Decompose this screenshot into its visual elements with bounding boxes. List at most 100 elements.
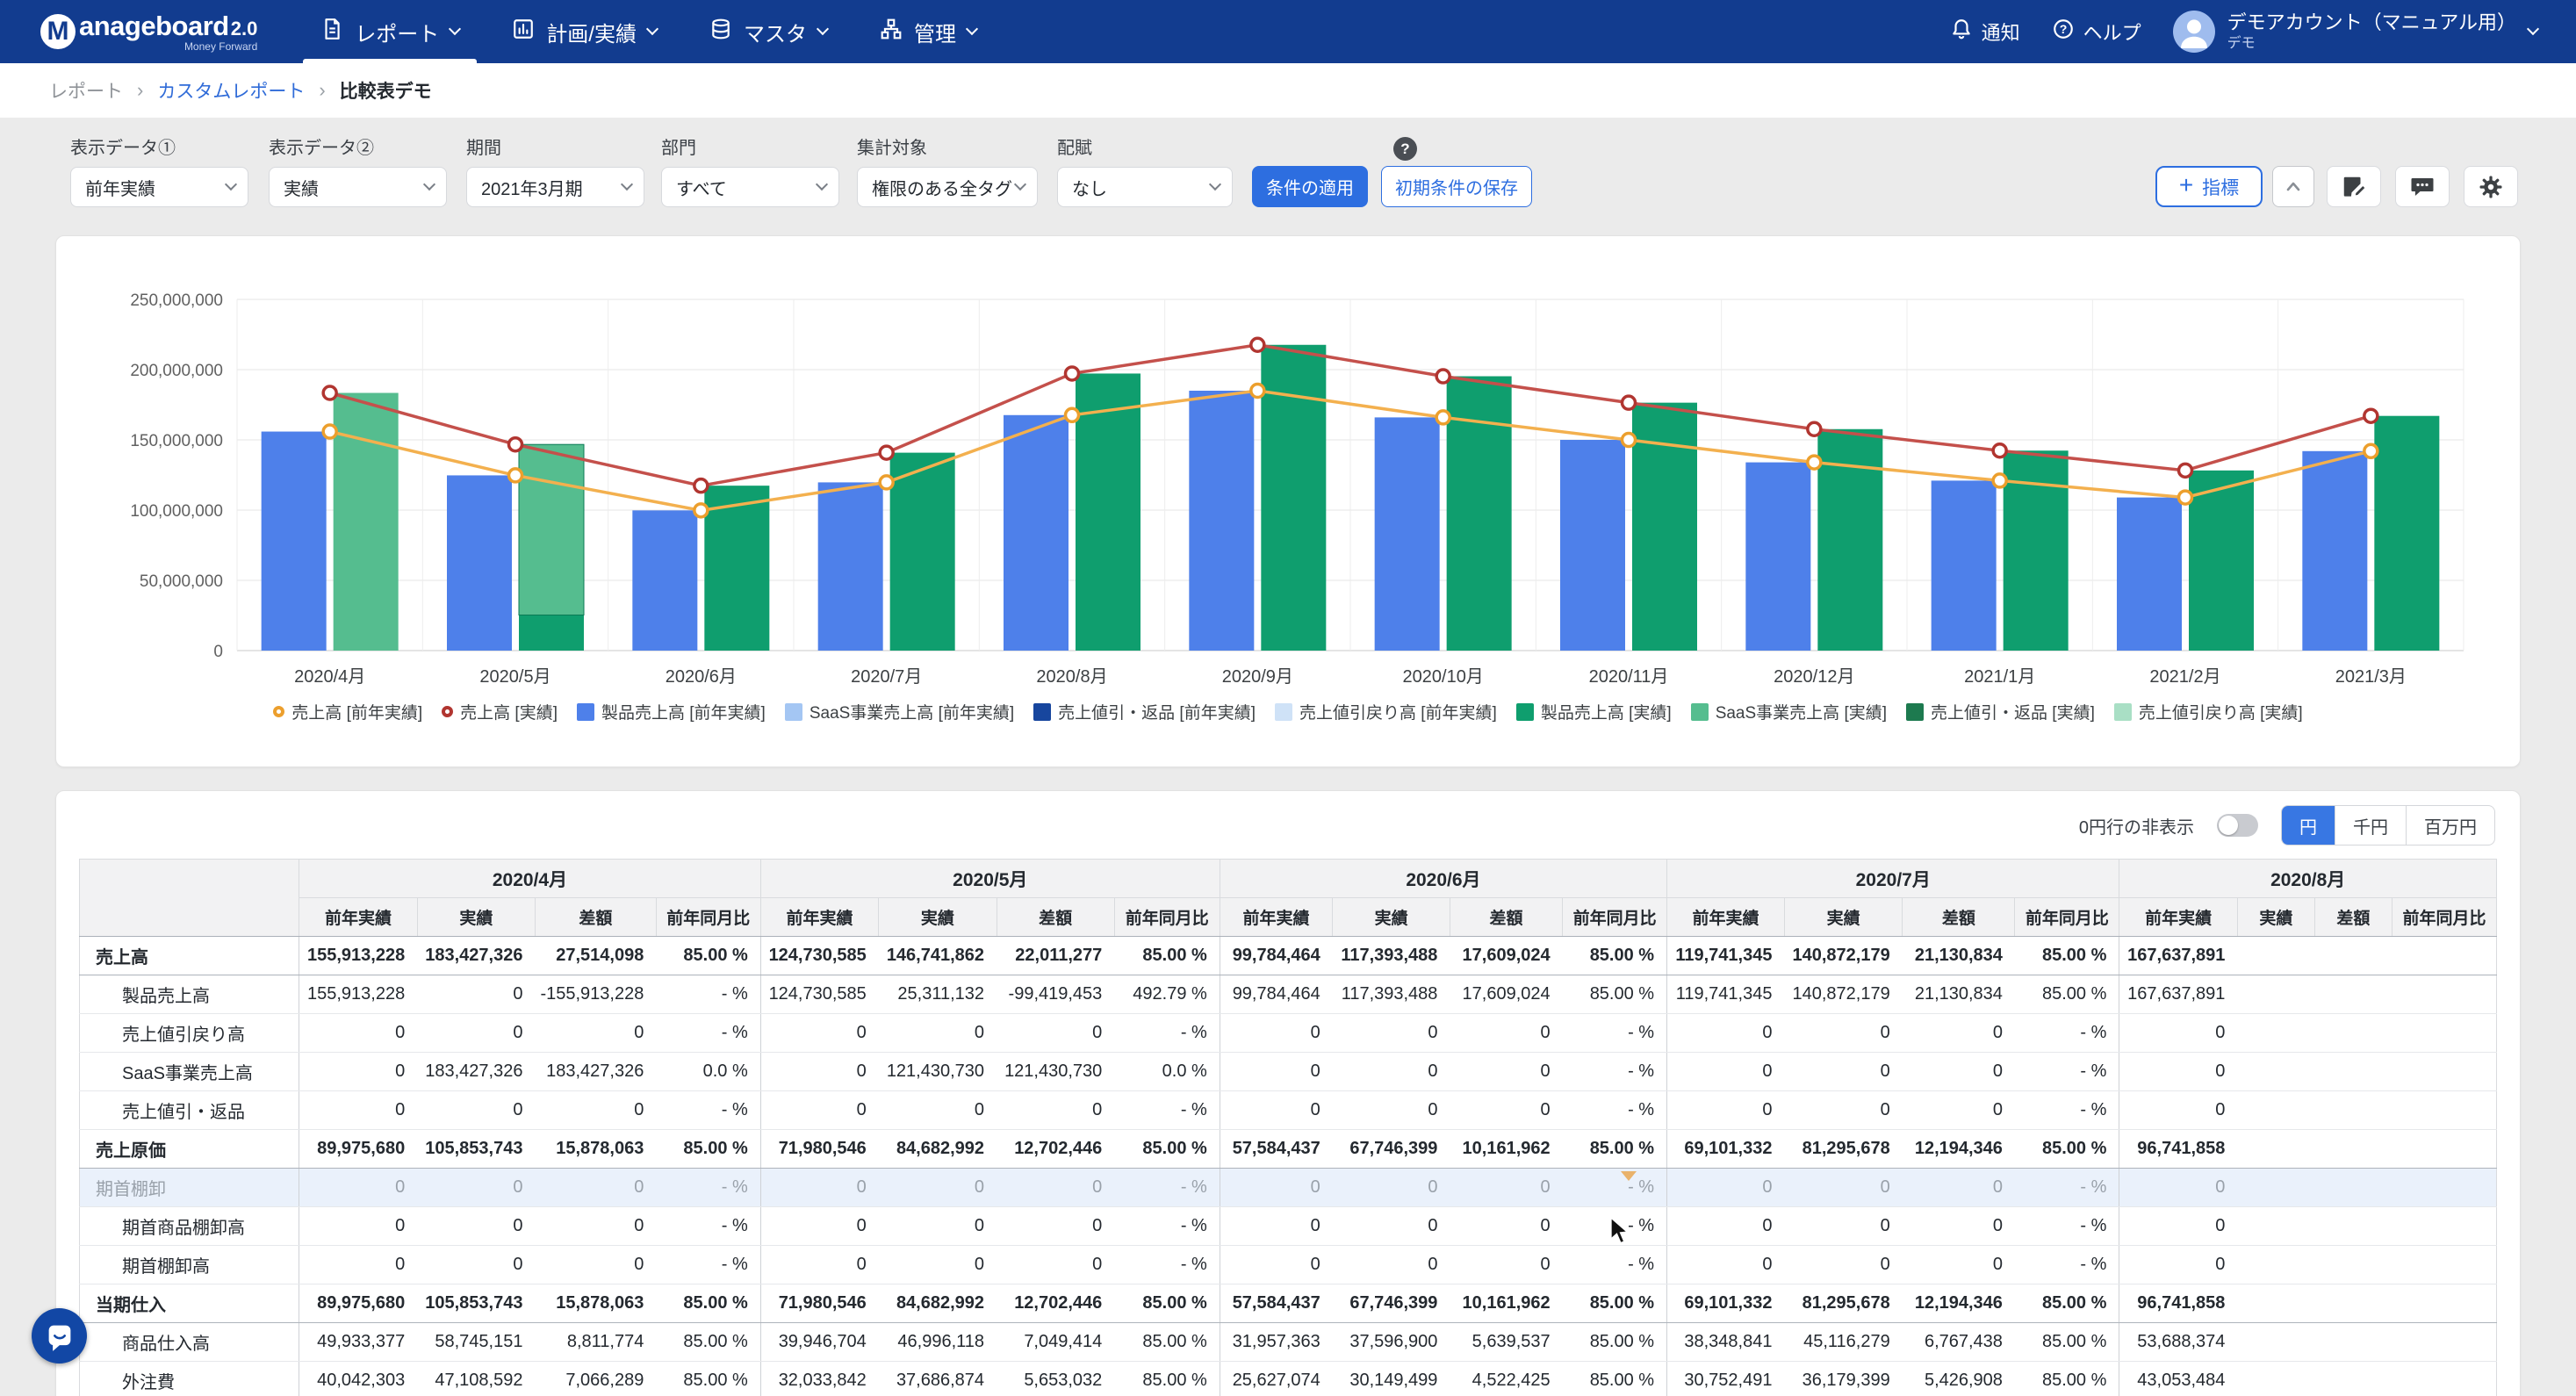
- cell[interactable]: 57,584,437: [1220, 1284, 1332, 1323]
- cell[interactable]: 25,627,074: [1220, 1362, 1332, 1396]
- cell[interactable]: 46,996,118: [879, 1323, 997, 1362]
- cell[interactable]: 45,116,279: [1784, 1323, 1902, 1362]
- cell[interactable]: 0.0 %: [1114, 1053, 1220, 1091]
- cell[interactable]: 105,853,743: [417, 1284, 535, 1323]
- cell[interactable]: [2392, 1362, 2496, 1396]
- bar-segment[interactable]: [262, 432, 327, 651]
- cell[interactable]: 85.00 %: [656, 937, 760, 975]
- line-marker[interactable]: [1623, 396, 1636, 409]
- bar-segment[interactable]: [447, 475, 512, 651]
- cell[interactable]: - %: [2015, 1169, 2119, 1207]
- cell[interactable]: 85.00 %: [1114, 937, 1220, 975]
- cell[interactable]: [2392, 1323, 2496, 1362]
- line-marker[interactable]: [2364, 409, 2378, 422]
- cell[interactable]: [2314, 1207, 2392, 1246]
- filter-select[interactable]: 前年実績: [70, 167, 248, 207]
- cell[interactable]: 17,609,024: [1450, 975, 1562, 1014]
- line-marker[interactable]: [694, 479, 708, 493]
- cell[interactable]: - %: [1563, 1053, 1667, 1091]
- cell[interactable]: 0: [535, 1091, 656, 1130]
- cell[interactable]: 4,522,425: [1450, 1362, 1562, 1396]
- cell[interactable]: - %: [656, 1207, 760, 1246]
- cell[interactable]: 25,311,132: [879, 975, 997, 1014]
- line-marker[interactable]: [323, 386, 336, 399]
- cell[interactable]: 0: [1667, 1014, 1785, 1053]
- cell[interactable]: 0: [1450, 1014, 1562, 1053]
- cell[interactable]: - %: [656, 1014, 760, 1053]
- cell[interactable]: 84,682,992: [879, 1130, 997, 1169]
- cell[interactable]: 0: [1220, 1091, 1332, 1130]
- cell[interactable]: 85.00 %: [656, 1130, 760, 1169]
- cell[interactable]: 37,686,874: [879, 1362, 997, 1396]
- row-label[interactable]: 期首商品棚卸高: [80, 1207, 299, 1246]
- cell[interactable]: 0: [879, 1091, 997, 1130]
- cell[interactable]: [2237, 1169, 2314, 1207]
- cell[interactable]: 105,853,743: [417, 1130, 535, 1169]
- cell[interactable]: 69,101,332: [1667, 1284, 1785, 1323]
- cell[interactable]: 38,348,841: [1667, 1323, 1785, 1362]
- cell[interactable]: [2392, 975, 2496, 1014]
- bar-segment[interactable]: [818, 482, 883, 651]
- legend-item-7[interactable]: SaaS事業売上高 [実績]: [1691, 700, 1887, 723]
- cell[interactable]: [2314, 1362, 2392, 1396]
- cell[interactable]: 0: [1450, 1053, 1562, 1091]
- cell[interactable]: - %: [656, 975, 760, 1014]
- cell[interactable]: [2237, 1014, 2314, 1053]
- cell[interactable]: 10,161,962: [1450, 1130, 1562, 1169]
- cell[interactable]: 0: [417, 975, 535, 1014]
- cell[interactable]: 0: [299, 1169, 418, 1207]
- line-marker[interactable]: [1993, 474, 2006, 487]
- cell[interactable]: [2392, 937, 2496, 975]
- cell[interactable]: 85.00 %: [1563, 975, 1667, 1014]
- help-button[interactable]: ? ヘルプ: [2052, 18, 2141, 46]
- bar-segment[interactable]: [632, 510, 697, 651]
- cell[interactable]: - %: [1563, 1014, 1667, 1053]
- cell[interactable]: 84,682,992: [879, 1284, 997, 1323]
- row-label[interactable]: 当期仕入: [80, 1284, 299, 1323]
- cell[interactable]: 67,746,399: [1333, 1130, 1450, 1169]
- cell[interactable]: 21,130,834: [1903, 975, 2015, 1014]
- cell[interactable]: 96,741,858: [2119, 1284, 2238, 1323]
- line-marker[interactable]: [880, 476, 893, 489]
- cell[interactable]: 10,161,962: [1450, 1284, 1562, 1323]
- cell[interactable]: 85.00 %: [656, 1362, 760, 1396]
- cell[interactable]: 85.00 %: [1114, 1284, 1220, 1323]
- line-marker[interactable]: [1623, 434, 1636, 447]
- row-label[interactable]: 外注費: [80, 1362, 299, 1396]
- cell[interactable]: 0: [2119, 1053, 2238, 1091]
- cell[interactable]: 0: [2119, 1169, 2238, 1207]
- cell[interactable]: 85.00 %: [2015, 1130, 2119, 1169]
- bar-segment[interactable]: [334, 393, 399, 651]
- line-marker[interactable]: [880, 446, 893, 459]
- cell[interactable]: 0: [1667, 1207, 1785, 1246]
- bar-segment[interactable]: [890, 453, 955, 651]
- nav-item-0[interactable]: レポート: [294, 0, 486, 63]
- cell[interactable]: 0: [997, 1014, 1114, 1053]
- cell[interactable]: 0: [2119, 1207, 2238, 1246]
- cell[interactable]: 0: [1333, 1207, 1450, 1246]
- row-label[interactable]: 売上値引・返品: [80, 1091, 299, 1130]
- cell[interactable]: 12,194,346: [1903, 1284, 2015, 1323]
- cell[interactable]: 71,980,546: [760, 1284, 879, 1323]
- filter-select[interactable]: すべて: [661, 167, 839, 207]
- cell[interactable]: 85.00 %: [1563, 1323, 1667, 1362]
- cell[interactable]: 0: [535, 1246, 656, 1284]
- cell[interactable]: [2392, 1207, 2496, 1246]
- cell[interactable]: 492.79 %: [1114, 975, 1220, 1014]
- cell[interactable]: 0: [997, 1169, 1114, 1207]
- cell[interactable]: 0: [1333, 1091, 1450, 1130]
- cell[interactable]: 49,933,377: [299, 1323, 418, 1362]
- cell[interactable]: [2392, 1091, 2496, 1130]
- cell[interactable]: 140,872,179: [1784, 975, 1902, 1014]
- row-label[interactable]: 売上原価: [80, 1130, 299, 1169]
- cell[interactable]: 0: [879, 1246, 997, 1284]
- cell[interactable]: 0: [1903, 1169, 2015, 1207]
- cell[interactable]: 5,639,537: [1450, 1323, 1562, 1362]
- cell[interactable]: 0: [535, 1207, 656, 1246]
- cell[interactable]: 85.00 %: [656, 1323, 760, 1362]
- cell[interactable]: 7,066,289: [535, 1362, 656, 1396]
- cell[interactable]: 85.00 %: [2015, 1323, 2119, 1362]
- cell[interactable]: 0: [417, 1207, 535, 1246]
- cell[interactable]: 0: [879, 1169, 997, 1207]
- cell[interactable]: 0: [879, 1014, 997, 1053]
